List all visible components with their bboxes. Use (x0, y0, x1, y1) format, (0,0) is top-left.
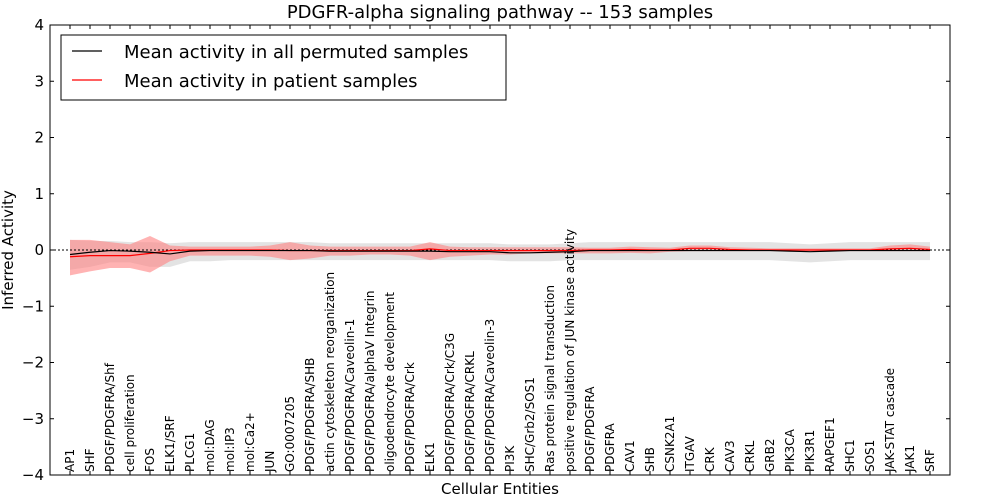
entity-labels: AP1 SHF PDGF/PDGFRA/Shf cell proliferation F… (63, 229, 937, 473)
entity-label: PIK3CA (783, 428, 797, 472)
y-tick-label: −2 (22, 354, 44, 372)
patient-band (70, 235, 930, 276)
y-tick-label: −4 (22, 466, 44, 484)
entity-label: Ras protein signal transduction (543, 285, 557, 472)
y-axis-ticks: −4 −3 −2 −1 0 1 2 3 4 (22, 16, 950, 484)
y-tick-label: 4 (34, 16, 44, 34)
entity-label: PDGF/PDGFRA/CRKL (463, 351, 477, 472)
entity-label: cell proliferation (123, 374, 137, 472)
entity-label: JUN (263, 451, 277, 473)
y-tick-label: −3 (22, 410, 44, 428)
entity-label: SHC1 (843, 439, 857, 472)
entity-label: ITGAV (683, 435, 697, 472)
entity-label: SHC/Grb2/SOS1 (523, 377, 537, 472)
entity-label: PDGF/PDGFRA/Caveolin-1 (343, 319, 357, 472)
entity-label: PDGF/PDGFRA/Caveolin-3 (483, 319, 497, 472)
y-tick-label: 0 (34, 241, 44, 259)
entity-label: CAV1 (623, 440, 637, 472)
y-tick-label: 2 (34, 129, 44, 147)
entity-label: AP1 (63, 449, 77, 472)
entity-label: ELK1/SRF (163, 415, 177, 472)
y-axis-title: Inferred Activity (0, 190, 17, 310)
entity-label: CRK (703, 446, 717, 472)
entity-label: PDGF/PDGFRA (583, 386, 597, 472)
entity-label: PDGF/PDGFRA/Shf (103, 362, 117, 472)
y-tick-label: 1 (34, 185, 44, 203)
entity-label: PDGFRA (603, 422, 617, 472)
entity-label: GRB2 (763, 438, 777, 472)
legend-label-permuted: Mean activity in all permuted samples (124, 42, 468, 63)
series-lines (69, 247, 931, 258)
entity-label: PIK3R1 (803, 430, 817, 472)
entity-label: mol:Ca2+ (243, 412, 257, 472)
entity-label: mol:IP3 (223, 427, 237, 472)
entity-label: PDGF/PDGFRA/SHB (303, 358, 317, 472)
entity-label: PDGF/PDGFRA/Crk (403, 362, 417, 472)
entity-label: JAK1 (903, 445, 917, 473)
legend-box (60, 34, 507, 101)
entity-label: oligodendrocyte development (383, 292, 397, 472)
entity-label: FOS (143, 448, 157, 472)
entity-label: ELK1 (423, 442, 437, 472)
entity-label: actin cytoskeleton reorganization (323, 272, 337, 472)
entity-label: SHB (643, 447, 657, 472)
legend-label-patient: Mean activity in patient samples (124, 71, 418, 92)
x-axis-ticks (69, 25, 931, 475)
y-tick-label: −1 (22, 297, 44, 315)
permuted-mean-line (69, 249, 930, 256)
entity-label: RAPGEF1 (823, 417, 837, 472)
entity-label: PLCG1 (183, 433, 197, 472)
entity-label: mol:DAG (203, 419, 217, 472)
entity-label: SOS1 (863, 440, 877, 472)
entity-label: CSNK2A1 (663, 416, 677, 472)
confidence-bands (70, 235, 930, 276)
y-tick-label: 3 (34, 72, 44, 90)
entity-label: CRKL (743, 440, 757, 472)
x-axis-title: Cellular Entities (441, 480, 559, 498)
entity-label: PDGF/PDGFRA/alphaV Integrin (363, 290, 377, 472)
entity-label: JAK-STAT cascade (883, 368, 897, 473)
entity-label: GO:0007205 (283, 396, 297, 472)
entity-label: PDGF/PDGFRA/Crk/C3G (443, 333, 457, 472)
entity-label: CAV3 (723, 440, 737, 472)
legend: Mean activity in all permuted samples Me… (60, 34, 507, 101)
entity-label: positive regulation of JUN kinase activi… (563, 229, 577, 472)
chart-title: PDGFR-alpha signaling pathway -- 153 sam… (287, 2, 713, 23)
entity-label: PI3K (503, 445, 517, 472)
entity-label: SHF (83, 448, 97, 472)
entity-label: SRF (923, 449, 937, 472)
